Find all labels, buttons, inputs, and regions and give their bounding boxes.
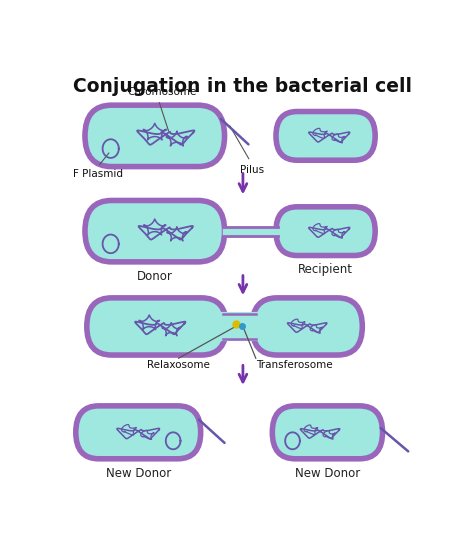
Text: Donor: Donor [137,270,173,283]
Text: F Plasmid: F Plasmid [73,169,123,179]
Text: New Donor: New Donor [295,467,360,480]
FancyBboxPatch shape [85,105,225,167]
Text: Chromosome: Chromosome [128,87,197,97]
Text: Pilus: Pilus [240,164,264,175]
FancyBboxPatch shape [276,112,375,160]
Text: Transferosome: Transferosome [256,360,332,370]
FancyBboxPatch shape [85,200,225,262]
Text: New Donor: New Donor [106,467,171,480]
FancyBboxPatch shape [276,207,375,256]
Text: Relaxosome: Relaxosome [147,360,210,370]
Text: Conjugation in the bacterial cell: Conjugation in the bacterial cell [73,76,412,96]
FancyBboxPatch shape [87,298,227,355]
FancyBboxPatch shape [76,406,201,459]
Text: Recipient: Recipient [298,263,353,276]
FancyBboxPatch shape [252,298,362,355]
FancyBboxPatch shape [272,406,383,459]
